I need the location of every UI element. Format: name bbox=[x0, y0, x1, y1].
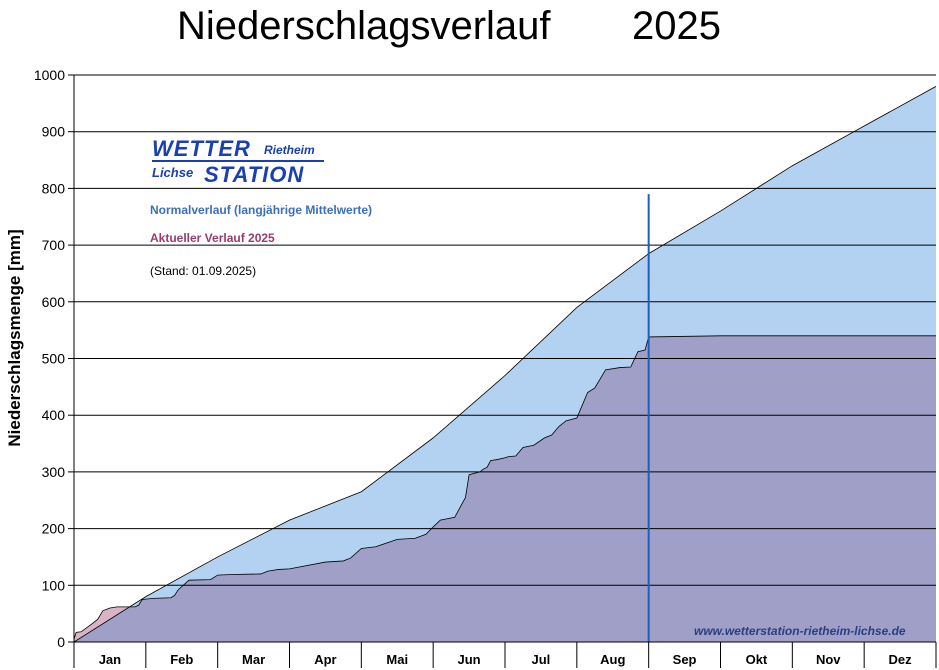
month-label: Feb bbox=[170, 652, 193, 667]
chart-title-text: Niederschlagsverlauf bbox=[177, 4, 551, 48]
logo-wetter-text: WETTER bbox=[152, 136, 251, 161]
website-url: www.wetterstation-rietheim-lichse.de bbox=[694, 624, 906, 638]
y-tick-label: 100 bbox=[42, 577, 66, 593]
y-tick-label: 200 bbox=[42, 521, 66, 537]
month-label: Apr bbox=[314, 652, 336, 667]
y-tick-label: 400 bbox=[42, 407, 66, 423]
y-axis-label: Niederschlagsmenge [mm] bbox=[5, 229, 24, 446]
y-tick-label: 800 bbox=[42, 180, 66, 196]
y-tick-label: 1000 bbox=[34, 67, 65, 83]
line-normal bbox=[73, 85, 937, 643]
y-tick-label: 300 bbox=[42, 464, 66, 480]
station-logo: WETTER Rietheim Lichse STATION bbox=[152, 136, 332, 188]
area-actual bbox=[74, 335, 936, 642]
y-tick-label: 0 bbox=[57, 634, 65, 650]
month-label: Okt bbox=[746, 652, 768, 667]
legend-stand-date: (Stand: 01.09.2025) bbox=[150, 264, 257, 278]
month-label: Aug bbox=[600, 652, 625, 667]
line-actual bbox=[73, 335, 936, 640]
month-label: Mai bbox=[386, 652, 408, 667]
legend-normal: Normalverlauf (langjährige Mittelwerte) bbox=[150, 203, 373, 217]
logo-station-text: STATION bbox=[204, 162, 305, 187]
logo-rietheim-text: Rietheim bbox=[264, 143, 315, 157]
y-tick-label: 700 bbox=[42, 237, 66, 253]
month-label: Jul bbox=[532, 652, 551, 667]
y-tick-label: 600 bbox=[42, 294, 66, 310]
month-label: Dez bbox=[889, 652, 913, 667]
month-label: Sep bbox=[673, 652, 697, 667]
chart-title-year: 2025 bbox=[632, 4, 721, 48]
y-tick-label: 500 bbox=[42, 351, 66, 367]
month-label: Nov bbox=[816, 652, 841, 667]
chart-title: Niederschlagsverlauf 2025 bbox=[0, 4, 939, 50]
logo-lichse-text: Lichse bbox=[152, 165, 194, 180]
y-tick-label: 900 bbox=[42, 124, 66, 140]
legend-actual: Aktueller Verlauf 2025 bbox=[150, 231, 275, 245]
month-label: Jan bbox=[99, 652, 121, 667]
month-label: Mar bbox=[242, 652, 265, 667]
logo-divider bbox=[152, 160, 324, 162]
month-label: Jun bbox=[458, 652, 481, 667]
